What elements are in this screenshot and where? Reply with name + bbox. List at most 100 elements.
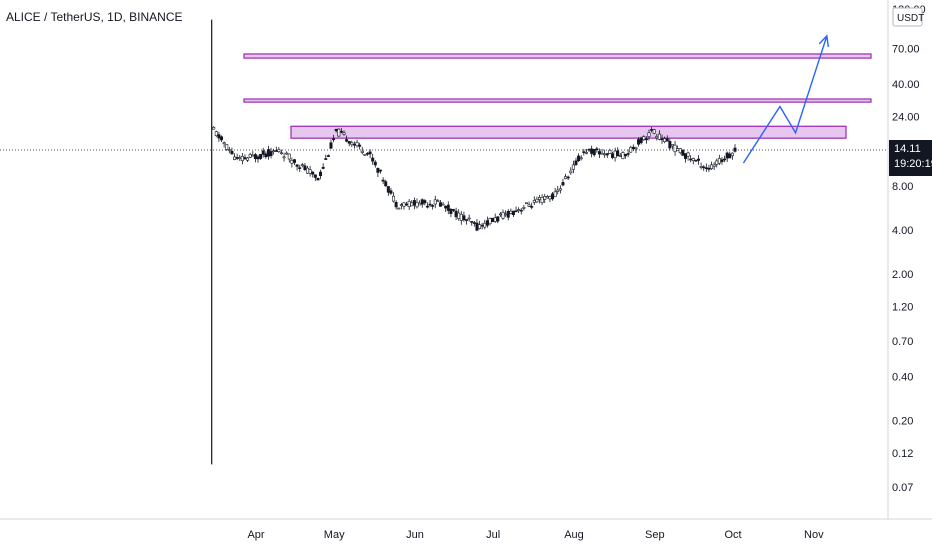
candle-body xyxy=(644,138,648,141)
candle-body xyxy=(587,148,591,151)
candle-body xyxy=(540,197,544,203)
candle-body xyxy=(543,196,547,200)
candle-body xyxy=(326,155,330,157)
candle-body xyxy=(438,202,442,207)
candle-body xyxy=(504,213,508,216)
candle-body xyxy=(233,156,237,161)
candle-body xyxy=(600,152,604,155)
candle-body xyxy=(610,153,614,158)
candle-body xyxy=(678,148,682,154)
candle-body xyxy=(511,210,515,216)
candle-body xyxy=(306,167,310,174)
candle-body xyxy=(386,186,390,193)
resistance-zone[interactable] xyxy=(243,53,872,59)
candle-body xyxy=(569,170,573,174)
candle-body xyxy=(673,144,677,153)
candle-body xyxy=(485,220,489,226)
candle-body xyxy=(551,193,555,200)
candle-body xyxy=(376,168,380,173)
candle-body xyxy=(577,155,581,162)
candle-body xyxy=(253,154,257,159)
candle-body xyxy=(217,134,221,139)
candle-body xyxy=(670,144,674,147)
candle-body xyxy=(480,224,484,227)
candle-body xyxy=(423,200,427,204)
time-tick-label: Sep xyxy=(645,529,665,541)
candle-body xyxy=(475,222,479,231)
candle-body xyxy=(595,148,599,151)
price-tick-label: 8.00 xyxy=(892,181,913,193)
candle-body xyxy=(527,204,531,207)
candle-body xyxy=(488,218,492,225)
candle-body xyxy=(626,153,630,155)
candle-body xyxy=(259,154,263,159)
candle-body xyxy=(624,153,628,157)
candle-body xyxy=(384,181,388,187)
candle-body xyxy=(538,197,542,200)
candle-body xyxy=(558,188,562,191)
resistance-zone[interactable] xyxy=(290,125,847,139)
candle-body xyxy=(618,155,622,157)
candle-body xyxy=(261,150,265,155)
resistance-zone[interactable] xyxy=(243,98,872,103)
candle-body xyxy=(472,222,476,224)
candle-body xyxy=(465,219,469,221)
candle-body xyxy=(368,151,372,155)
candle-body xyxy=(509,210,513,214)
candle-body xyxy=(725,152,729,159)
candle-body xyxy=(405,203,409,206)
candle-body xyxy=(425,205,429,208)
candle-body xyxy=(214,131,218,136)
candle-body xyxy=(498,213,502,216)
candle-body xyxy=(264,153,268,158)
unit-box[interactable] xyxy=(892,7,923,27)
candle-body xyxy=(717,158,721,164)
candle-body xyxy=(352,143,356,146)
candle-body xyxy=(227,149,231,151)
candle-body xyxy=(462,215,466,221)
candle-body xyxy=(287,153,291,160)
candle-body xyxy=(212,127,216,130)
candle-body xyxy=(339,131,343,133)
candle-body xyxy=(657,133,661,140)
candle-body xyxy=(650,129,654,131)
candle-body xyxy=(222,142,226,145)
candle-body xyxy=(324,158,328,160)
candle-body xyxy=(345,139,349,142)
candle-body xyxy=(514,210,518,213)
projection-path[interactable] xyxy=(742,35,828,164)
candle-body xyxy=(519,209,523,212)
candle-body xyxy=(720,159,724,162)
candle-body xyxy=(292,159,296,163)
candle-body xyxy=(342,132,346,135)
candle-body xyxy=(459,214,463,221)
candle-body xyxy=(642,136,646,140)
candle-body xyxy=(566,176,570,179)
candle-body xyxy=(238,157,242,159)
candle-body xyxy=(449,208,453,214)
candle-body xyxy=(608,149,612,154)
candle-body xyxy=(329,142,333,149)
candle-body xyxy=(394,202,398,208)
candle-body xyxy=(665,138,669,142)
candle-body xyxy=(433,199,437,205)
current-price-label: 14.11 xyxy=(894,143,921,155)
candle-body xyxy=(420,199,424,205)
candle-body xyxy=(702,166,706,169)
candle-body xyxy=(311,171,315,175)
candle-body xyxy=(363,153,367,156)
candle-body xyxy=(493,217,497,222)
candle-body xyxy=(230,150,234,155)
candle-body xyxy=(584,152,588,154)
candle-body xyxy=(220,136,224,141)
time-tick-label: Apr xyxy=(247,529,264,541)
candle-body xyxy=(556,189,560,192)
price-tick-label: 0.07 xyxy=(892,482,913,494)
candle-body xyxy=(621,152,625,160)
candle-body xyxy=(571,164,575,170)
current-price-badge xyxy=(889,140,932,176)
candle-body xyxy=(316,177,320,181)
candle-body xyxy=(389,190,393,194)
